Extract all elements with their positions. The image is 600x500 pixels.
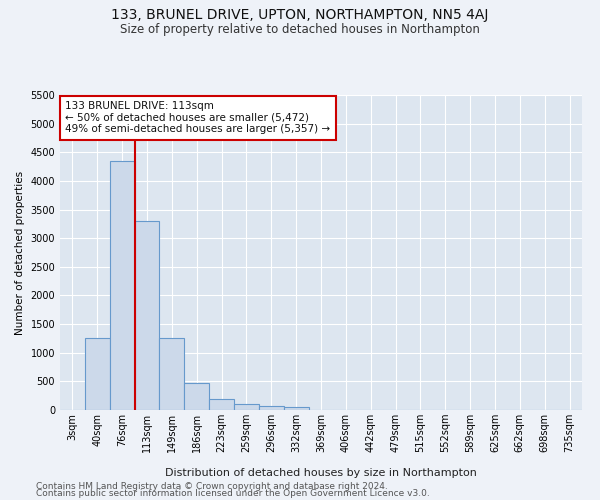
Text: Distribution of detached houses by size in Northampton: Distribution of detached houses by size … [165,468,477,477]
Text: 133 BRUNEL DRIVE: 113sqm
← 50% of detached houses are smaller (5,472)
49% of sem: 133 BRUNEL DRIVE: 113sqm ← 50% of detach… [65,102,331,134]
Text: Contains public sector information licensed under the Open Government Licence v3: Contains public sector information licen… [36,490,430,498]
Bar [259,406,284,410]
Bar [184,383,209,410]
Bar [85,338,110,410]
Bar [134,221,160,410]
Y-axis label: Number of detached properties: Number of detached properties [15,170,25,334]
Bar [234,404,259,410]
Bar [110,161,134,410]
Text: Size of property relative to detached houses in Northampton: Size of property relative to detached ho… [120,22,480,36]
Bar [160,338,184,410]
Bar [284,406,308,410]
Text: Contains HM Land Registry data © Crown copyright and database right 2024.: Contains HM Land Registry data © Crown c… [36,482,388,491]
Text: 133, BRUNEL DRIVE, UPTON, NORTHAMPTON, NN5 4AJ: 133, BRUNEL DRIVE, UPTON, NORTHAMPTON, N… [112,8,488,22]
Bar [209,398,234,410]
